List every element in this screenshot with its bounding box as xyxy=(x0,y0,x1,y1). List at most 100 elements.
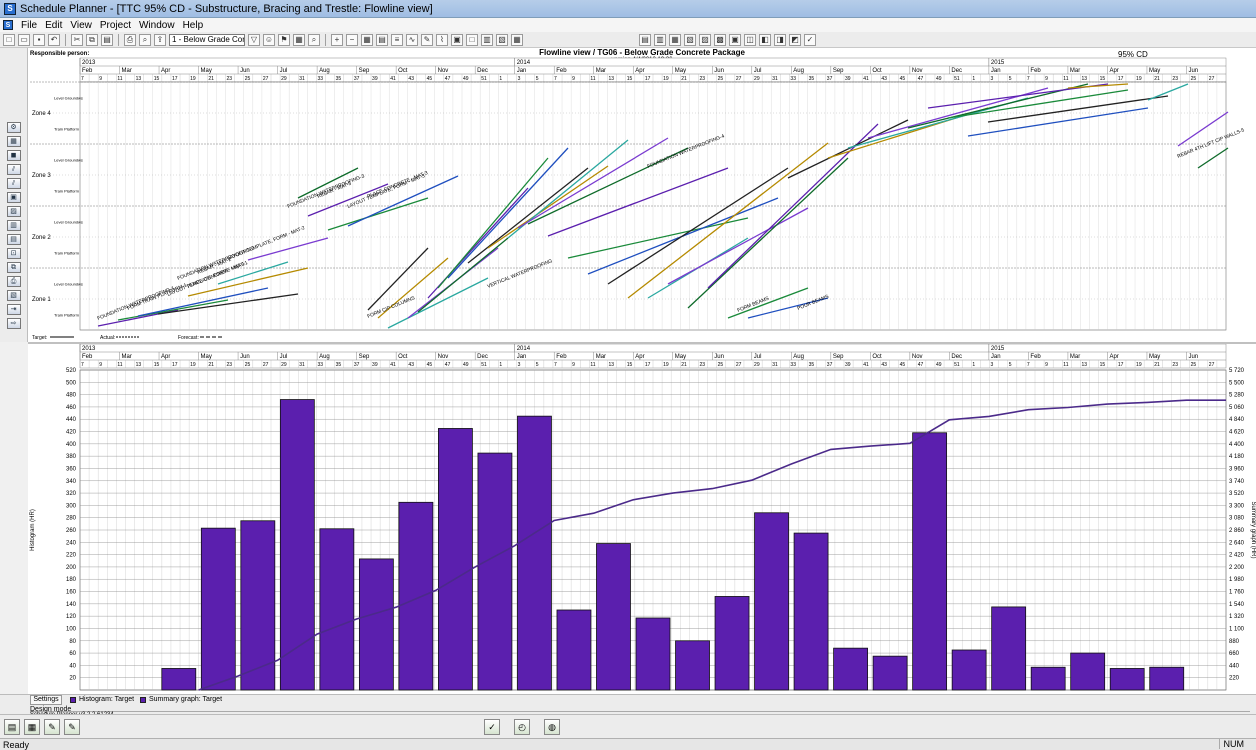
histogram-bar[interactable] xyxy=(319,528,355,691)
histogram-bar[interactable] xyxy=(1109,668,1145,691)
flowline-activity[interactable] xyxy=(747,297,829,319)
flowline-activity[interactable] xyxy=(447,147,569,279)
edit-chart-icon[interactable]: ✎ xyxy=(44,718,60,735)
tool-scale-icon[interactable]: ⊡ xyxy=(6,248,21,259)
check-icon[interactable]: ✓ xyxy=(484,718,500,735)
menu-help[interactable]: Help xyxy=(182,19,204,31)
search-icon[interactable]: ⌕ xyxy=(308,33,320,46)
histogram-bar[interactable] xyxy=(517,415,552,691)
histogram-bar[interactable] xyxy=(872,655,908,691)
link-icon[interactable]: ∿ xyxy=(406,33,418,46)
histogram-bar[interactable] xyxy=(240,520,276,691)
view6-icon[interactable]: ▩ xyxy=(714,33,726,46)
export-icon[interactable]: ⇪ xyxy=(154,33,166,46)
flowline-activity[interactable] xyxy=(727,287,809,319)
cut-icon[interactable]: ✂ xyxy=(71,33,83,46)
undo-icon[interactable]: ↶ xyxy=(48,33,60,46)
view2-icon[interactable]: ▥ xyxy=(654,33,666,46)
tool-box-icon[interactable]: ◼ xyxy=(6,150,21,161)
report-icon[interactable]: ▧ xyxy=(496,33,508,46)
globe-icon[interactable]: ◍ xyxy=(544,718,560,735)
flowline-activity[interactable] xyxy=(1067,83,1129,89)
flowline-activity[interactable] xyxy=(157,293,299,315)
flowline-activity[interactable] xyxy=(437,157,549,289)
tool-export-icon[interactable]: ⇥ xyxy=(6,304,21,315)
clock-icon[interactable]: ◴ xyxy=(514,718,530,735)
view7-icon[interactable]: ▣ xyxy=(729,33,741,46)
view1-icon[interactable]: ▤ xyxy=(639,33,651,46)
view10-icon[interactable]: ◨ xyxy=(774,33,786,46)
histogram-bar[interactable] xyxy=(635,617,671,691)
histogram-bar[interactable] xyxy=(358,558,394,691)
tool-paint-icon[interactable]: ▨ xyxy=(6,206,21,217)
tool-next-icon[interactable]: ⇨ xyxy=(6,318,21,329)
edit-chart2-icon[interactable]: ✎ xyxy=(64,718,80,735)
view9-icon[interactable]: ◧ xyxy=(759,33,771,46)
histogram-bar[interactable] xyxy=(912,432,948,691)
flowline-activity[interactable] xyxy=(527,147,689,225)
flowline-activity[interactable] xyxy=(567,217,749,259)
view4-icon[interactable]: ▧ xyxy=(684,33,696,46)
flowline-activity[interactable] xyxy=(907,83,1089,129)
tool-print-icon[interactable]: ⎙ xyxy=(6,276,21,287)
flowline-activity[interactable] xyxy=(1147,83,1189,101)
flowline-activity[interactable] xyxy=(417,237,509,313)
flowline-activity[interactable] xyxy=(947,89,1129,119)
menu-window[interactable]: Window xyxy=(138,19,175,31)
flowline-activity[interactable] xyxy=(377,257,449,319)
save-icon[interactable]: ▪ xyxy=(33,33,45,46)
flowline-activity[interactable] xyxy=(787,119,909,179)
filter-icon[interactable]: ▽ xyxy=(248,33,260,46)
settings-tab[interactable]: Settings xyxy=(30,695,62,705)
flowline-activity[interactable] xyxy=(187,267,309,297)
zoom-out-icon[interactable]: − xyxy=(346,33,358,46)
histogram-bar[interactable] xyxy=(754,512,789,691)
calendar-icon[interactable]: ▣ xyxy=(451,33,463,46)
flowline-activity[interactable] xyxy=(1177,111,1229,147)
open-icon[interactable]: ▭ xyxy=(18,33,30,46)
flowline-activity[interactable] xyxy=(467,167,589,264)
histogram-bar[interactable] xyxy=(714,596,750,691)
flowline-activity[interactable] xyxy=(217,261,289,285)
flowline-activity[interactable] xyxy=(1197,147,1229,169)
histogram-bar[interactable] xyxy=(793,532,829,691)
histogram-bar[interactable] xyxy=(833,647,868,691)
flowline-activity[interactable] xyxy=(627,142,829,299)
tool-chart-icon[interactable]: ▥ xyxy=(6,220,21,231)
histogram-bar[interactable] xyxy=(279,399,315,691)
flowline-activity[interactable] xyxy=(367,247,429,311)
histogram-bar[interactable] xyxy=(477,452,513,691)
flowline-activity[interactable] xyxy=(297,167,359,199)
flowline-activity[interactable] xyxy=(347,175,459,227)
tool-lines2-icon[interactable]: ⫽ xyxy=(6,178,21,189)
view5-icon[interactable]: ▨ xyxy=(699,33,711,46)
zoom-in-icon[interactable]: + xyxy=(331,33,343,46)
tool-frame-icon[interactable]: ▣ xyxy=(6,192,21,203)
histogram-bar[interactable] xyxy=(991,606,1027,691)
tool-image-icon[interactable]: ▧ xyxy=(6,290,21,301)
histogram-bar[interactable] xyxy=(1149,666,1185,691)
histogram-bar[interactable] xyxy=(951,649,987,691)
new-icon[interactable]: □ xyxy=(3,33,15,46)
flowline-activity[interactable] xyxy=(247,237,329,261)
flowline-activity[interactable] xyxy=(117,299,229,321)
package-select[interactable]: 1 - Below Grade Concrete Pac xyxy=(169,33,245,46)
view11-icon[interactable]: ◩ xyxy=(789,33,801,46)
histogram-bar[interactable] xyxy=(398,501,434,691)
histogram-bar[interactable] xyxy=(596,543,631,691)
person-icon[interactable]: ☺ xyxy=(263,33,275,46)
list-view-icon[interactable]: ▤ xyxy=(4,718,20,735)
view8-icon[interactable]: ◫ xyxy=(744,33,756,46)
flowline-activity[interactable] xyxy=(547,167,729,237)
histogram-bar[interactable] xyxy=(200,527,236,691)
tool-lines-icon[interactable]: ⫽ xyxy=(6,164,21,175)
copy-icon[interactable]: ⧉ xyxy=(86,33,98,46)
histogram-bar[interactable] xyxy=(161,668,197,691)
menu-edit[interactable]: Edit xyxy=(45,19,63,31)
settings-gear-icon[interactable]: ⚙ xyxy=(6,122,21,133)
flowline-activity[interactable] xyxy=(967,107,1149,137)
table-icon[interactable]: ▤ xyxy=(376,33,388,46)
gantt-icon[interactable]: ≡ xyxy=(391,33,403,46)
view12-icon[interactable]: ✓ xyxy=(804,33,816,46)
histogram-bar[interactable] xyxy=(1030,666,1066,691)
